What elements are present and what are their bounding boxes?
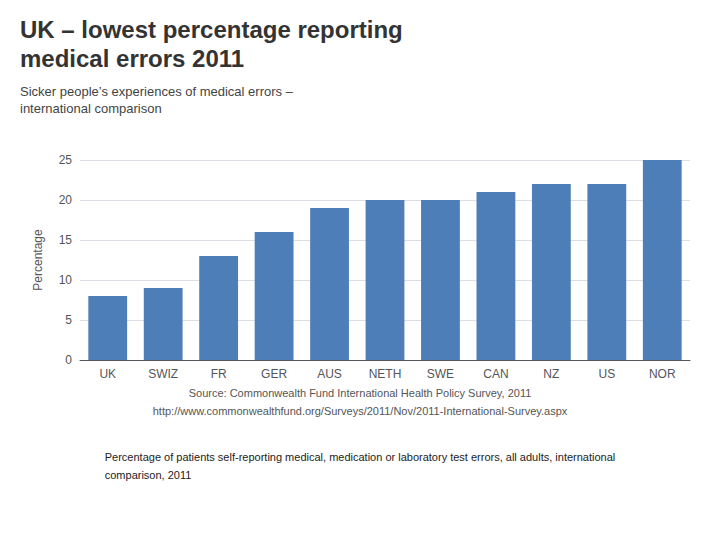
svg-text:20: 20 [59,193,73,207]
svg-text:10: 10 [59,273,73,287]
svg-text:CAN: CAN [483,367,508,381]
svg-text:25: 25 [59,153,73,167]
svg-text:15: 15 [59,233,73,247]
svg-text:UK: UK [99,367,116,381]
svg-text:FR: FR [211,367,227,381]
svg-text:Percentage of patients self-re: Percentage of patients self-reporting me… [105,451,616,463]
svg-text:US: US [598,367,615,381]
svg-text:NZ: NZ [543,367,559,381]
svg-text:SWIZ: SWIZ [148,367,178,381]
svg-text:SWE: SWE [427,367,454,381]
svg-text:medical errors 2011: medical errors 2011 [20,45,244,72]
svg-text:http://www.commonwealthfund.or: http://www.commonwealthfund.org/Surveys/… [153,405,568,417]
svg-text:NOR: NOR [649,367,676,381]
svg-text:5: 5 [65,313,72,327]
svg-text:comparison, 2011: comparison, 2011 [105,469,192,481]
svg-text:NETH: NETH [369,367,402,381]
svg-text:Percentage: Percentage [31,229,45,291]
svg-text:0: 0 [65,353,72,367]
svg-text:Source: Commonwealth Fund Inte: Source: Commonwealth Fund International … [189,387,532,399]
svg-text:international comparison: international comparison [20,101,162,116]
svg-text:GER: GER [261,367,287,381]
svg-text:UK – lowest percentage reporti: UK – lowest percentage reporting [20,16,403,43]
svg-text:Sicker people’s experiences of: Sicker people’s experiences of medical e… [20,84,294,99]
svg-text:AUS: AUS [317,367,342,381]
